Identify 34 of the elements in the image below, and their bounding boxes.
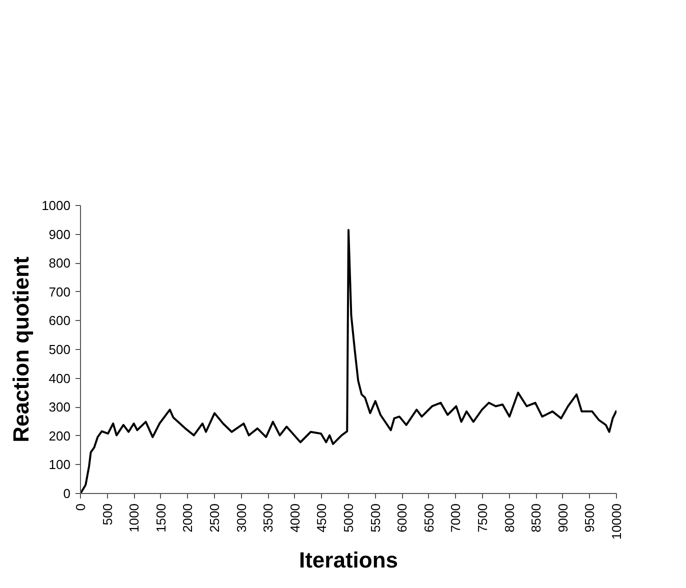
x-tick-label: 4000 <box>287 504 302 532</box>
y-tick-label: 600 <box>48 313 71 328</box>
x-tick-label: 1500 <box>153 504 168 532</box>
x-tick-label: 9500 <box>582 504 598 532</box>
x-tick-label: 7000 <box>448 504 464 532</box>
y-tick-label: 300 <box>48 400 71 415</box>
x-tick-label: 6000 <box>394 504 410 532</box>
x-tick-label: 5000 <box>341 504 356 532</box>
x-tick-label: 4500 <box>314 504 330 532</box>
x-tick-label: 7500 <box>475 504 490 532</box>
x-tick-label: 8000 <box>502 504 517 532</box>
y-tick-label: 900 <box>48 226 71 242</box>
x-tick-label: 10000 <box>609 503 624 540</box>
x-tick-label: 8500 <box>528 504 544 532</box>
y-axis-title: Reaction quotient <box>8 256 34 442</box>
x-tick-label: 2500 <box>207 504 222 532</box>
y-tick-label: 0 <box>63 486 71 501</box>
y-tick-label: 800 <box>48 256 71 271</box>
y-tick-label: 400 <box>48 370 71 386</box>
y-tick-label: 200 <box>48 428 71 444</box>
y-tick-label: 500 <box>48 342 71 357</box>
y-tick-label: 1000 <box>42 198 70 213</box>
x-tick-label: 5500 <box>368 504 383 532</box>
x-tick-label: 500 <box>100 503 115 526</box>
x-tick-label: 6500 <box>421 504 436 532</box>
x-tick-label: 9000 <box>555 504 570 532</box>
y-tick-label: 700 <box>48 284 71 300</box>
x-tick-label: 2000 <box>180 504 196 532</box>
x-tick-label: 3500 <box>260 504 276 532</box>
x-axis-title: Iterations <box>298 548 398 573</box>
x-tick-label: 0 <box>73 503 88 511</box>
x-tick-label: 1000 <box>126 504 142 532</box>
y-tick-label: 100 <box>48 457 71 472</box>
x-tick-label: 3000 <box>234 504 249 532</box>
